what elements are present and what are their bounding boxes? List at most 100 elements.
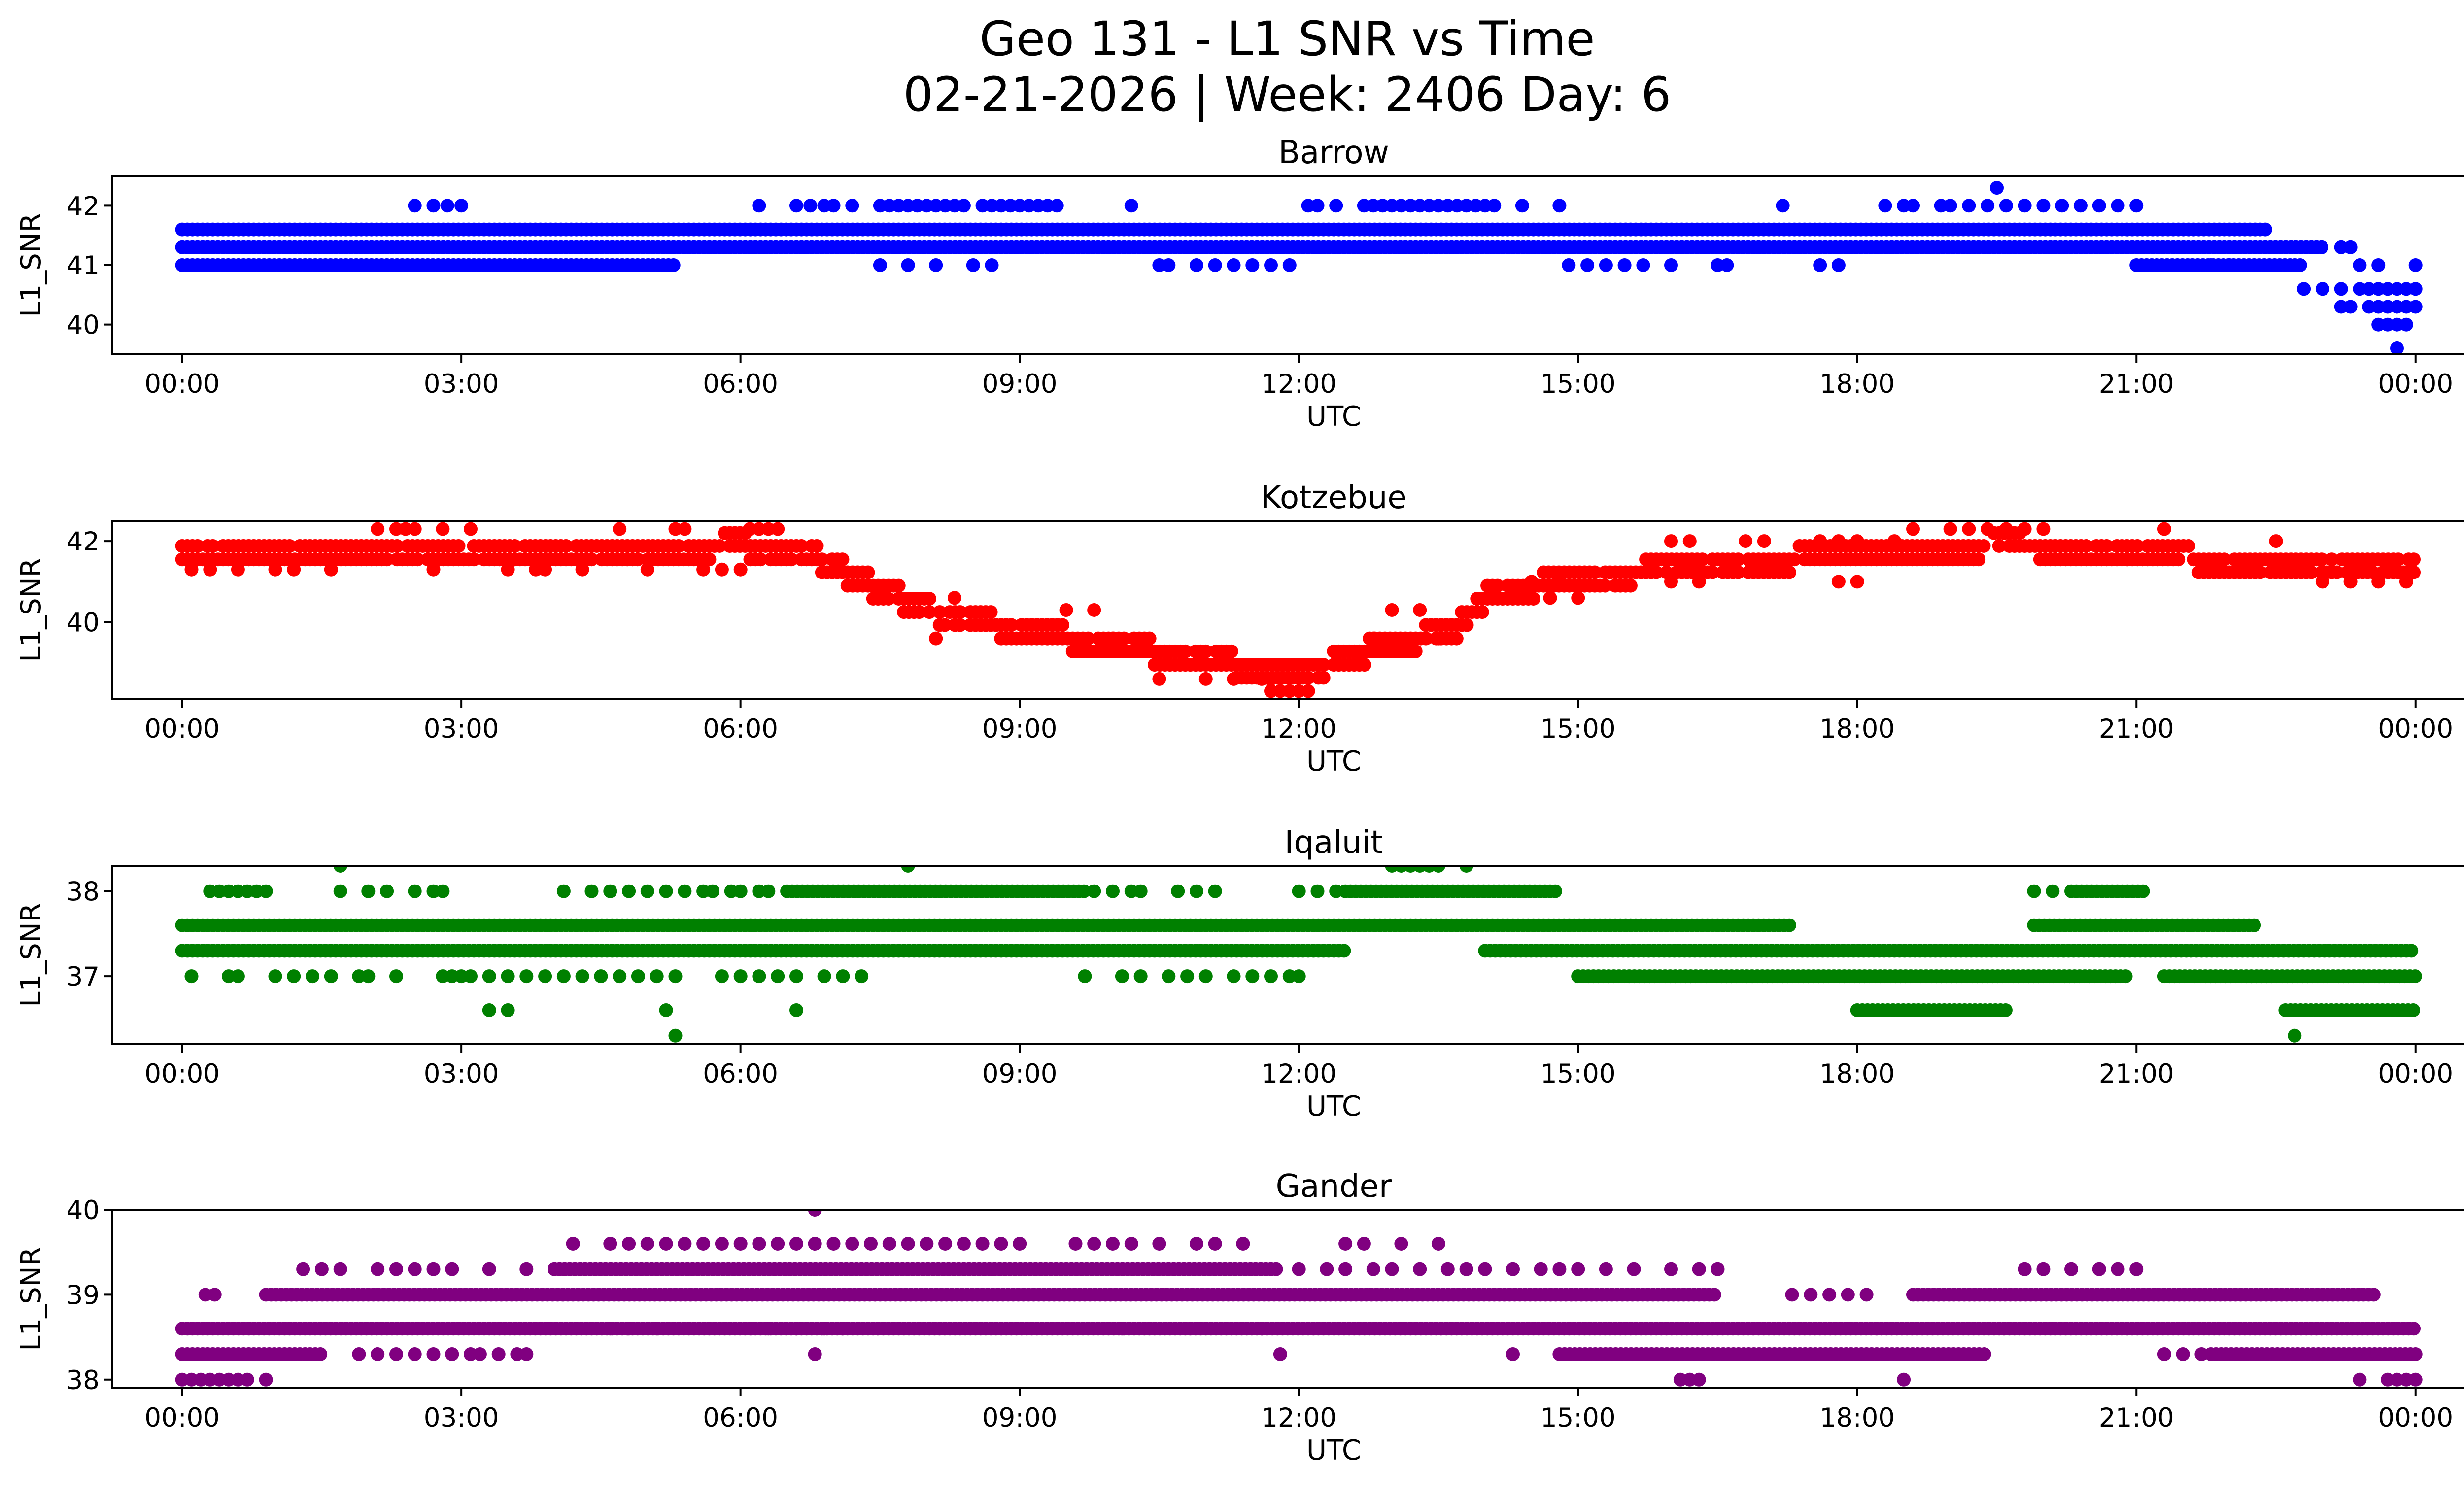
x-tick-label: 18:00 [1819, 714, 1895, 744]
data-point [1588, 565, 1602, 579]
data-point [817, 1322, 831, 1336]
data-point [2129, 1262, 2144, 1276]
data-point [1431, 866, 1445, 873]
data-point [753, 552, 768, 567]
x-tick-label: 06:00 [703, 369, 778, 399]
data-point [2334, 282, 2348, 296]
data-point [1664, 258, 1678, 272]
data-point [2130, 539, 2145, 553]
data-point [2194, 1347, 2209, 1361]
data-point [1124, 1237, 1138, 1251]
data-point [1106, 631, 1120, 646]
data-point [287, 562, 301, 577]
data-point [733, 884, 748, 898]
data-point [1548, 884, 1562, 898]
data-point [938, 618, 952, 632]
data-point [380, 884, 394, 898]
data-points-iqaluit [175, 866, 2422, 1043]
data-point [1887, 534, 1902, 548]
y-axis-label-barrow: L1_SNR [15, 213, 47, 317]
x-axis-label-gander: UTC [1306, 1434, 1361, 1466]
data-point [1906, 199, 1920, 213]
data-point [733, 1237, 748, 1251]
data-point [1977, 539, 1991, 553]
data-point [1707, 1288, 1721, 1302]
x-tick-label: 12:00 [1261, 1403, 1336, 1433]
data-point [2073, 199, 2088, 213]
data-point [205, 539, 220, 553]
data-point [1269, 1262, 1283, 1276]
data-point [771, 1237, 785, 1251]
data-point [501, 1003, 515, 1017]
data-point [1310, 884, 1325, 898]
data-point [1906, 522, 1920, 536]
data-point [1081, 631, 1095, 646]
data-point [482, 1262, 496, 1276]
data-point [2315, 282, 2329, 296]
data-point [1133, 884, 1148, 898]
data-point [1394, 1237, 1408, 1251]
data-point [1245, 969, 1260, 984]
data-point [2404, 944, 2419, 958]
data-point [371, 522, 385, 536]
x-tick-label: 21:00 [2099, 1059, 2174, 1089]
data-point [436, 522, 450, 536]
data-point [1385, 603, 1399, 617]
data-point [948, 591, 961, 605]
data-point [1316, 658, 1331, 672]
data-point [761, 1322, 776, 1336]
data-point [1459, 866, 1473, 873]
panel-title-barrow: Barrow [1278, 135, 1389, 171]
data-point [815, 552, 829, 567]
data-point [1068, 1237, 1083, 1251]
data-point [519, 1347, 534, 1361]
data-point [1706, 565, 1720, 579]
data-point [501, 969, 515, 984]
data-point [333, 1262, 347, 1276]
data-point [389, 1347, 403, 1361]
data-point [203, 562, 217, 577]
data-point [464, 969, 478, 984]
x-tick-label: 03:00 [424, 714, 499, 744]
data-point [715, 562, 729, 577]
data-point [1460, 618, 1474, 632]
data-point [1056, 618, 1069, 632]
data-point [640, 1237, 654, 1251]
data-point [1598, 578, 1612, 593]
data-point [2204, 258, 2218, 272]
data-point [845, 1237, 859, 1251]
data-point [584, 884, 599, 898]
data-point [2315, 240, 2328, 254]
data-point [2371, 575, 2386, 589]
x-tick-label: 21:00 [2099, 369, 2174, 399]
data-point [1636, 258, 1650, 272]
y-tick-label: 39 [67, 1280, 100, 1310]
data-point [2157, 522, 2171, 536]
data-point [482, 969, 496, 984]
panel-barrow: Barrow 00:00 03:00 06:00 09:00 12:00 15:00 18:0… [15, 135, 2464, 433]
data-point [1301, 671, 1315, 685]
data-point [1599, 258, 1613, 272]
data-point [1087, 884, 1101, 898]
data-point [464, 522, 478, 536]
data-point [390, 539, 404, 553]
data-point [1198, 969, 1213, 984]
panel-gander: Gander 00:00 03:00 06:00 09:00 12:00 15:00 18:0… [15, 1168, 2464, 1466]
data-point [603, 1322, 617, 1336]
data-point [706, 884, 719, 898]
data-point [622, 1322, 636, 1336]
data-point [268, 969, 282, 984]
data-point [1731, 552, 1745, 567]
data-point [2036, 1262, 2051, 1276]
data-point [1124, 199, 1138, 213]
data-point [1787, 552, 1802, 567]
data-point [1431, 1237, 1445, 1251]
data-point [1524, 575, 1539, 589]
data-point [1059, 603, 1073, 617]
data-points-gander [175, 1210, 2423, 1387]
data-point [1292, 884, 1306, 898]
data-point [733, 969, 748, 984]
data-point [1981, 199, 1995, 213]
data-point [640, 562, 654, 577]
